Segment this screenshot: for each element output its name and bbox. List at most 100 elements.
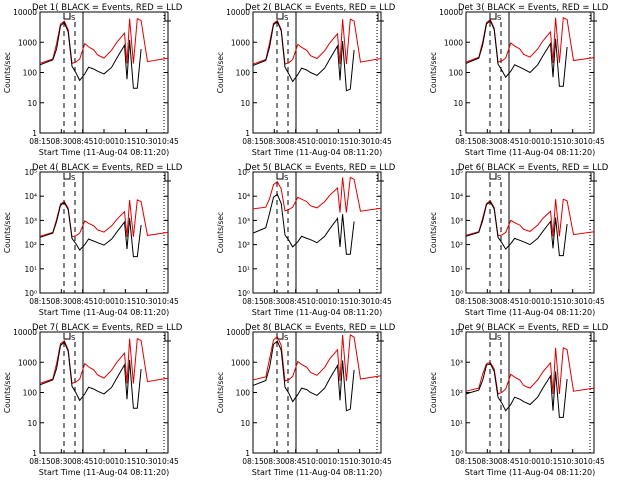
y-axis-title: Counts/sec (216, 52, 225, 93)
y-axis-title: Counts/sec (429, 52, 438, 93)
events-series-line (252, 340, 355, 412)
bracket-marker (377, 333, 384, 342)
y-tick-label: 10¹ (237, 265, 250, 274)
x-tick-label: 10:45 (370, 137, 392, 146)
x-tick-label: 10:00 (519, 297, 541, 306)
y-axis-title: Counts/sec (429, 212, 438, 253)
y-tick-label: 10⁰ (450, 449, 463, 458)
x-axis-title: Start Time (11-Aug-04 08:11:20) (252, 148, 383, 157)
x-tick-label: 08:30 (477, 297, 499, 306)
y-tick-label: 10³ (24, 216, 37, 225)
lld-series-line (39, 337, 169, 385)
bracket-marker (590, 173, 597, 182)
bracket-marker (63, 173, 71, 180)
y-tick-label: 10000 (439, 8, 463, 17)
x-tick-label: 10:00 (519, 137, 541, 146)
y-axis-title: Counts/sec (3, 212, 12, 253)
x-tick-label: 08:30 (51, 297, 73, 306)
x-tick-label: 10:15 (541, 457, 563, 466)
x-tick-label: 10:30 (349, 457, 371, 466)
events-series-line (252, 193, 355, 255)
x-tick-label: 08:30 (264, 457, 286, 466)
x-tick-label: 08:30 (264, 297, 286, 306)
lld-series-line (39, 17, 169, 65)
lld-series-line (465, 198, 595, 237)
x-tick-label: 10:45 (583, 457, 605, 466)
x-tick-label: 08:15 (29, 297, 51, 306)
y-tick-label: 10² (450, 241, 463, 250)
panel-title: Det 4( BLACK = Events, RED = LLD (32, 163, 183, 173)
y-tick-label: 10³ (237, 216, 250, 225)
x-axis-title: Start Time (11-Aug-04 08:11:20) (39, 148, 170, 157)
y-tick-label: 1 (245, 129, 250, 138)
y-tick-label: 10 (240, 99, 250, 108)
y-tick-label: 1000 (231, 358, 250, 367)
y-axis-title: Counts/sec (429, 372, 438, 413)
panel-title: Det 2( BLACK = Events, RED = LLD (245, 3, 396, 13)
panel-title: Det 7( BLACK = Events, RED = LLD (32, 323, 183, 333)
y-axis-title: Counts/sec (3, 372, 12, 413)
x-tick-label: 10:30 (562, 137, 584, 146)
lld-series-line (252, 18, 382, 65)
y-axis-title: Counts/sec (3, 52, 12, 93)
marker-label: S (497, 14, 502, 22)
x-tick-label: 08:45 (285, 297, 307, 306)
events-series-line (252, 20, 355, 92)
x-tick-label: 08:30 (51, 457, 73, 466)
x-tick-label: 08:45 (498, 297, 520, 306)
x-tick-label: 10:15 (328, 457, 350, 466)
y-tick-label: 100 (23, 389, 38, 398)
y-axis-title: Counts/sec (216, 212, 225, 253)
y-tick-label: 10⁰ (237, 289, 250, 298)
y-tick-label: 1000 (231, 38, 250, 47)
x-tick-label: 08:45 (72, 457, 94, 466)
y-tick-label: 1000 (18, 38, 37, 47)
lld-series-line (252, 334, 382, 382)
y-tick-label: 10⁵ (237, 168, 250, 177)
bracket-marker (489, 13, 497, 20)
x-tick-label: 08:45 (498, 137, 520, 146)
y-tick-label: 10¹ (450, 419, 463, 428)
x-tick-label: 08:15 (29, 137, 51, 146)
marker-label: S (71, 174, 76, 182)
bracket-marker (276, 13, 284, 20)
x-tick-label: 08:30 (51, 137, 73, 146)
y-tick-label: 10 (453, 99, 463, 108)
events-series-line (465, 19, 568, 87)
bracket-marker (590, 333, 597, 342)
bracket-marker (489, 173, 497, 180)
y-tick-label: 1 (458, 129, 463, 138)
panel-title: Det 8( BLACK = Events, RED = LLD (245, 323, 396, 333)
x-tick-label: 10:45 (370, 297, 392, 306)
y-tick-label: 10² (24, 241, 37, 250)
x-axis-title: Start Time (11-Aug-04 08:11:20) (39, 308, 170, 317)
y-tick-label: 10⁴ (237, 192, 250, 201)
y-tick-label: 10¹ (24, 265, 37, 274)
y-tick-label: 10000 (13, 8, 37, 17)
x-tick-label: 10:00 (93, 137, 115, 146)
x-tick-label: 08:30 (477, 137, 499, 146)
x-axis-title: Start Time (11-Aug-04 08:11:20) (39, 468, 170, 477)
marker-label: S (71, 14, 76, 22)
y-tick-label: 10³ (450, 216, 463, 225)
y-tick-label: 1 (32, 129, 37, 138)
detector-panel-7: Det 7( BLACK = Events, RED = LLD10000100… (3, 323, 183, 477)
x-tick-label: 10:15 (115, 137, 137, 146)
lld-series-line (39, 199, 169, 238)
y-tick-label: 1000 (444, 38, 463, 47)
y-tick-label: 10² (237, 241, 250, 250)
x-axis-title: Start Time (11-Aug-04 08:11:20) (465, 148, 596, 157)
x-tick-label: 10:15 (541, 297, 563, 306)
x-tick-label: 08:15 (242, 297, 264, 306)
x-axis-title: Start Time (11-Aug-04 08:11:20) (465, 468, 596, 477)
x-tick-label: 08:15 (242, 457, 264, 466)
x-tick-label: 10:45 (583, 297, 605, 306)
y-tick-label: 10⁴ (24, 192, 37, 201)
y-tick-label: 10 (27, 99, 37, 108)
x-tick-label: 08:45 (285, 457, 307, 466)
panel-title: Det 3( BLACK = Events, RED = LLD (458, 3, 609, 13)
bracket-marker (590, 13, 597, 22)
